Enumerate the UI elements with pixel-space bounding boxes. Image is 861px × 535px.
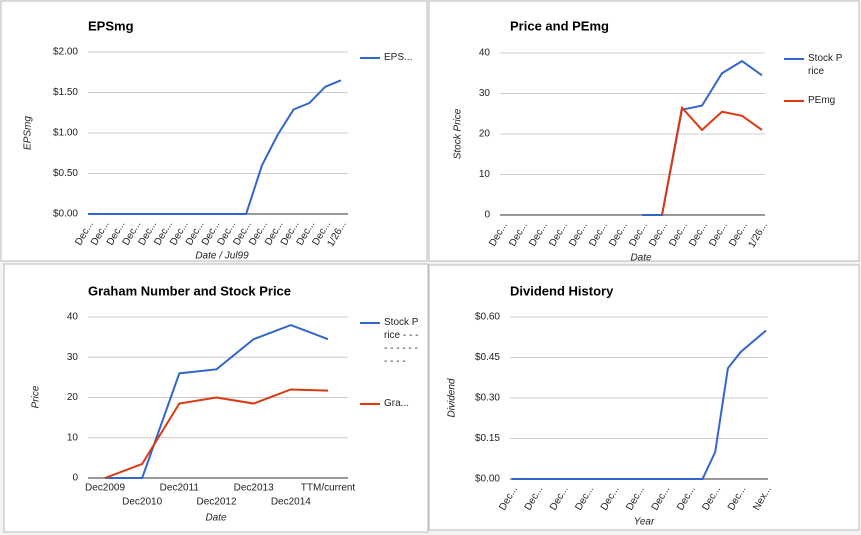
y-tick-label: $2.00	[53, 47, 78, 58]
y-axis-label: EPSmg	[23, 116, 34, 150]
legend-entry: Stock Price - - - - - - - - - - - - -	[384, 317, 419, 367]
x-axis-label: Date	[630, 253, 652, 264]
y-axis-label: Dividend	[447, 378, 458, 417]
x-tick-label: Dec2009	[85, 483, 125, 494]
panel	[428, 0, 860, 262]
y-tick-label: $0.45	[475, 352, 500, 363]
y-tick-label: 10	[67, 432, 79, 443]
y-tick-label: $1.50	[53, 87, 78, 98]
chart-title: Dividend History	[510, 283, 614, 298]
x-axis-label: Date	[205, 513, 227, 524]
series-line	[661, 105, 763, 216]
y-tick-label: 40	[67, 312, 79, 323]
y-tick-label: $0.00	[53, 209, 78, 220]
legend-entry: EPS...	[384, 52, 413, 63]
legend-label: Gra...	[384, 398, 410, 409]
y-tick-label: 30	[67, 352, 79, 363]
chart-title: EPSmg	[88, 18, 134, 33]
x-tick-label: Dec2012	[196, 497, 236, 508]
legend-label: Stock Price	[808, 53, 843, 77]
y-tick-label: $0.00	[475, 474, 500, 485]
y-axis-label: Price	[31, 385, 42, 408]
y-tick-label: 20	[479, 129, 491, 140]
x-tick-label: Dec2011	[160, 483, 200, 494]
y-tick-label: $0.60	[475, 312, 500, 323]
legend-entry: Gra...	[384, 398, 410, 409]
series-line	[88, 79, 342, 215]
x-tick-label: Dec2013	[234, 483, 274, 494]
series-line	[104, 388, 329, 479]
legend-label: EPS...	[384, 52, 413, 63]
y-tick-label: $0.50	[53, 168, 78, 179]
y-tick-label: 30	[479, 88, 491, 99]
y-tick-label: $0.30	[475, 393, 500, 404]
y-tick-label: 0	[72, 473, 78, 484]
legend-entry: PEmg	[808, 95, 836, 106]
series-line	[512, 329, 767, 480]
y-axis-label: Stock Price	[453, 108, 464, 159]
y-tick-label: 10	[479, 169, 491, 180]
y-tick-label: 0	[484, 210, 490, 221]
series-line	[105, 323, 329, 479]
panel	[0, 0, 428, 262]
y-tick-label: $1.00	[53, 128, 78, 139]
chart-title: Price and PEmg	[510, 18, 609, 33]
y-tick-label: $0.15	[475, 433, 500, 444]
x-tick-label: TTM/current	[301, 483, 356, 494]
legend-label: PEmg	[808, 95, 836, 106]
x-axis-label: Year	[634, 517, 655, 528]
legend-label: Stock Price - - - - - - - - - - - - -	[384, 317, 419, 367]
legend-entry: Stock Price	[808, 53, 843, 77]
x-tick-label: Dec2010	[122, 497, 162, 508]
y-tick-label: 20	[67, 392, 79, 403]
chart-title: Graham Number and Stock Price	[88, 283, 291, 298]
x-axis-label: Date / Jul99	[195, 251, 249, 262]
y-tick-label: 40	[479, 48, 491, 59]
x-tick-label: Dec2014	[271, 497, 311, 508]
